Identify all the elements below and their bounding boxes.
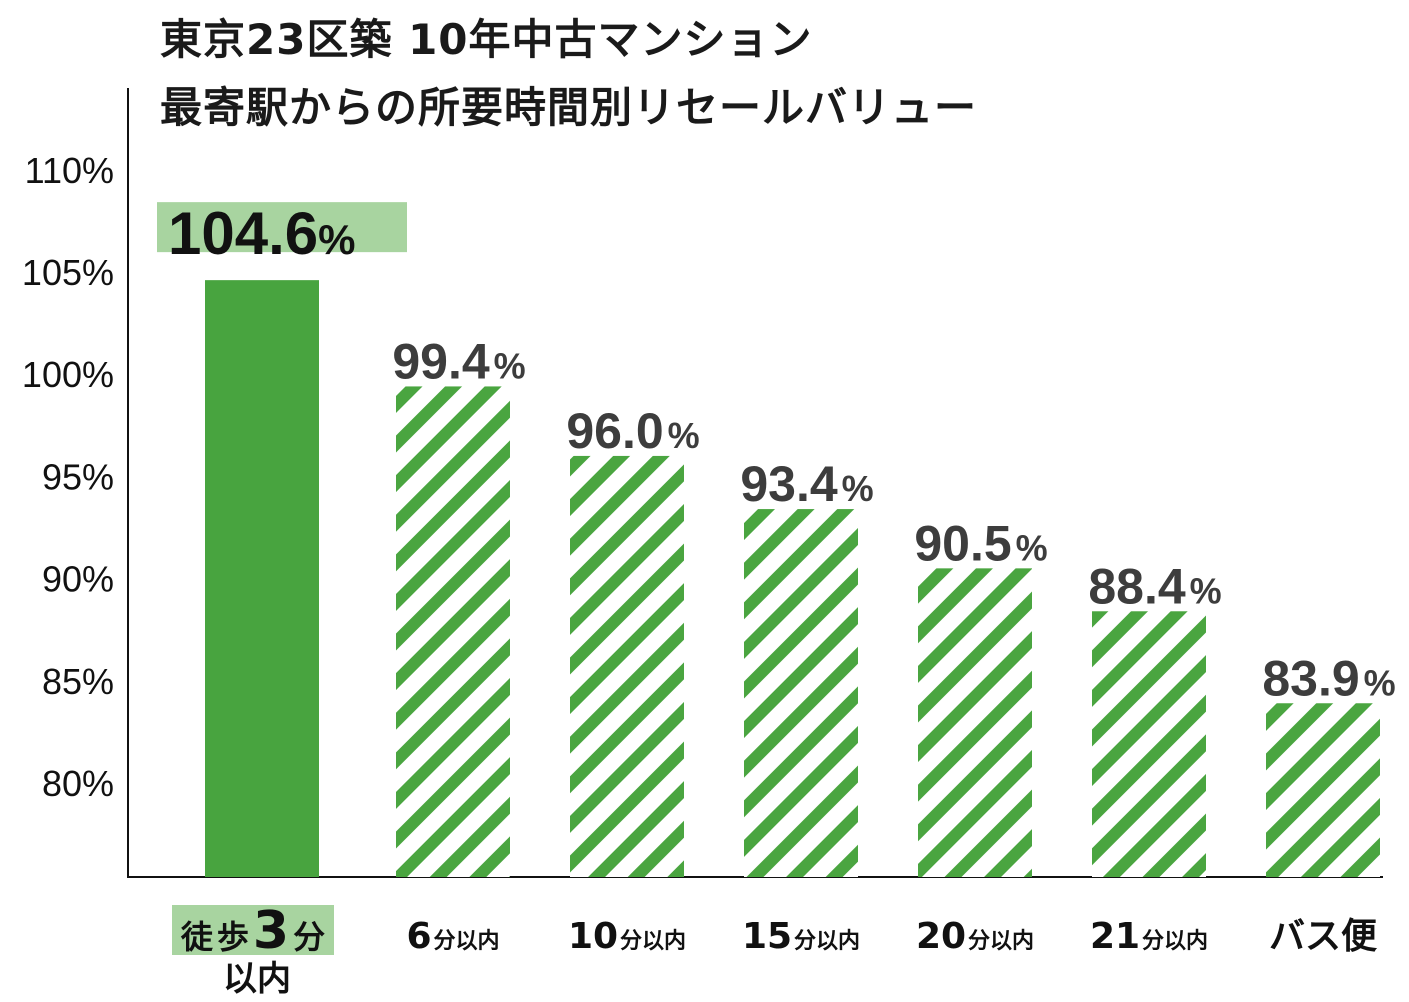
category-label-suffix: 分以内 xyxy=(1142,929,1208,954)
value-label: 96.0% xyxy=(566,403,699,459)
y-tick-label: 80% xyxy=(42,763,114,804)
value-label: 104.6% xyxy=(168,200,356,267)
category-label: 徒歩3 分 xyxy=(180,901,325,961)
chart-subtitle: 最寄駅からの所要時間別リセールバリュー xyxy=(160,83,978,132)
category-label-suffix: 分以内 xyxy=(434,929,500,954)
value-label: 88.4% xyxy=(1088,558,1221,614)
value-label: 83.9% xyxy=(1262,650,1395,706)
bar xyxy=(1092,611,1206,877)
bar xyxy=(570,455,684,877)
category-label-background xyxy=(172,905,334,955)
y-tick-label: 100% xyxy=(22,354,114,395)
category-label-main: 6 xyxy=(406,916,431,957)
category-label-part: 徒 xyxy=(180,918,214,956)
category-label-main: バス便 xyxy=(1269,916,1378,957)
category-label: バス便 xyxy=(1269,916,1378,957)
category-label-line2: 以内 xyxy=(223,959,291,999)
value-number: 88.4 xyxy=(1088,558,1186,614)
value-unit: % xyxy=(1190,570,1222,611)
y-tick-label: 90% xyxy=(42,559,114,600)
bar xyxy=(918,568,1032,877)
value-number: 96.0 xyxy=(566,403,663,459)
category-label-main: 10 xyxy=(568,916,618,957)
category-label: 10分以内 xyxy=(568,916,686,957)
chart-title: 東京23区築 10年中古マンション xyxy=(160,15,813,64)
value-number: 99.4 xyxy=(392,333,490,389)
bar xyxy=(205,280,319,877)
category-label-suffix: 分以内 xyxy=(794,929,860,954)
value-number: 90.5 xyxy=(914,515,1011,571)
y-tick-label: 110% xyxy=(25,150,114,191)
value-unit: % xyxy=(318,216,355,263)
category-label: 15分以内 xyxy=(742,916,860,957)
category-label-main: 20 xyxy=(916,916,966,957)
value-label-highlight: 104.6% xyxy=(157,200,407,267)
category-label-main: 15 xyxy=(742,916,792,957)
category-label: 6分以内 xyxy=(406,916,499,957)
value-label: 99.4% xyxy=(392,333,525,389)
category-label-highlight: 徒歩3 分以内 xyxy=(172,901,334,999)
value-unit: % xyxy=(842,468,874,509)
y-tick-label: 105% xyxy=(22,252,114,293)
value-label: 93.4% xyxy=(740,456,873,512)
category-label-part: 歩 xyxy=(217,918,249,956)
value-unit: % xyxy=(1016,527,1048,568)
category-label: 20分以内 xyxy=(916,916,1034,957)
category-label-part: 3 xyxy=(253,901,289,961)
value-label-background xyxy=(157,202,407,253)
category-label-main: 21 xyxy=(1090,916,1140,957)
bar xyxy=(744,509,858,877)
value-unit: % xyxy=(1364,662,1396,703)
value-label: 90.5% xyxy=(914,515,1047,571)
value-number: 83.9 xyxy=(1262,650,1359,706)
category-label-suffix: 分以内 xyxy=(620,929,686,954)
category-label: 21分以内 xyxy=(1090,916,1208,957)
y-tick-label: 85% xyxy=(42,661,114,702)
value-unit: % xyxy=(668,415,700,456)
value-number: 93.4 xyxy=(740,456,838,512)
category-label-part: 分 xyxy=(293,918,325,956)
bar xyxy=(396,386,510,877)
category-label-suffix: 分以内 xyxy=(968,929,1034,954)
value-number: 104.6 xyxy=(168,200,318,267)
value-unit: % xyxy=(494,345,526,386)
bar xyxy=(1266,703,1380,877)
y-tick-label: 95% xyxy=(42,456,114,497)
